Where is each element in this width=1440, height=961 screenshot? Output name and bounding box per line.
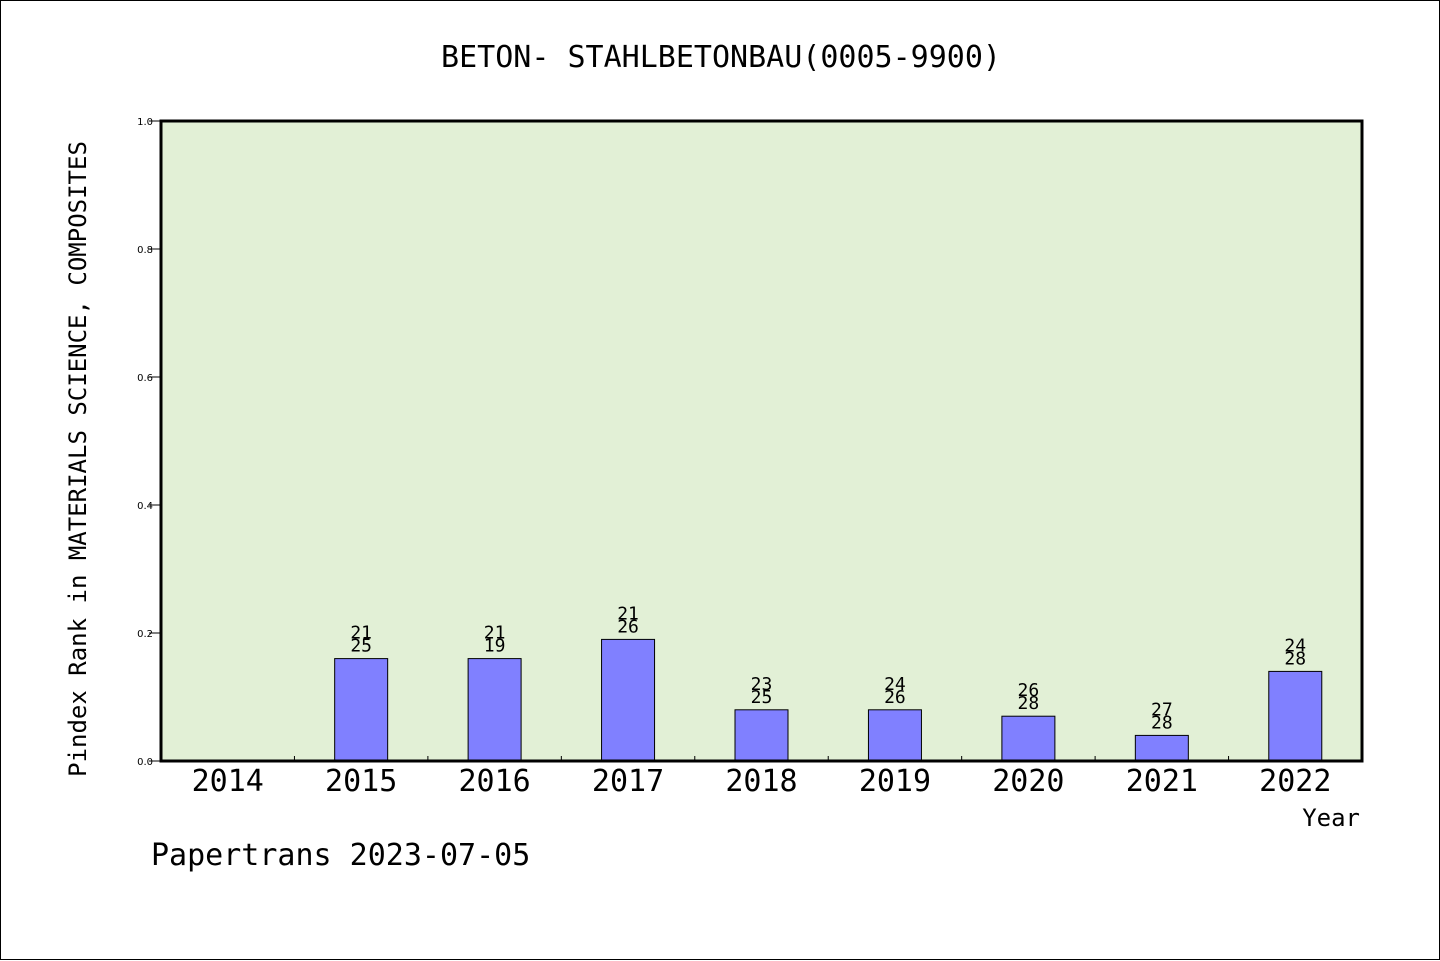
bar-2022 [1268,670,1323,762]
x-tick-label: 2018 [725,764,797,799]
x-tick-label: 2014 [192,764,264,799]
bar-2017 [601,638,656,762]
bar-label-bottom: 19 [484,636,506,657]
y-tick-label: 1.0 [137,117,153,128]
bar-label-top: 27 [1151,699,1173,720]
bar-label-top: 26 [1018,680,1040,701]
x-tick-label: 2016 [458,764,530,799]
bar-2016 [467,658,522,762]
y-tick-label: 0.8 [137,245,153,256]
y-tick-label: 0.0 [137,757,153,768]
y-tick-label: 0.4 [137,501,153,512]
x-tick-label: 2020 [992,764,1064,799]
bar-2015 [334,658,389,762]
y-tick-label: 0.2 [137,629,153,640]
chart-title: BETON- STAHLBETONBAU(0005-9900) [441,40,1001,75]
bar-label-bottom: 26 [617,616,639,637]
plot-border [159,119,1364,763]
bar-label-bottom: 25 [350,636,372,657]
bar-label-top: 24 [1284,635,1306,656]
x-tick-label: 2021 [1126,764,1198,799]
bar-label-top: 24 [884,674,906,695]
bar-2021 [1134,734,1189,762]
bar-2019 [867,709,922,762]
bar-label-top: 21 [617,603,639,624]
x-tick-label: 2015 [325,764,397,799]
y-tick-label: 0.6 [137,373,153,384]
bar-label-top: 23 [751,674,773,695]
y-axis-ticks: 0.0 0.2 0.4 0.6 0.8 1.0 [137,117,161,768]
bar-label-bottom: 25 [751,687,773,708]
bar-label-bottom: 28 [1018,693,1040,714]
y-axis-label: Pindex Rank in MATERIALS SCIENCE, COMPOS… [64,141,92,777]
footer-credit: Papertrans 2023-07-05 [151,838,530,873]
x-axis-ticks: 2014 2015 2016 2017 2018 2019 2020 2021 2022 [192,756,1331,799]
x-tick-label: 2017 [592,764,664,799]
plot-area [161,121,1362,761]
bar-label-top: 21 [350,623,372,644]
x-tick-label: 2022 [1259,764,1331,799]
bar-label-bottom: 28 [1151,712,1173,733]
x-axis-label: Year [1302,804,1360,832]
bar-label-bottom: 26 [884,687,906,708]
bar-2018 [734,709,789,762]
bar-label-bottom: 28 [1284,648,1306,669]
bars-layer [334,638,1323,762]
bar-2020 [1001,715,1056,762]
x-tick-label: 2019 [859,764,931,799]
bar-label-top: 21 [484,623,506,644]
